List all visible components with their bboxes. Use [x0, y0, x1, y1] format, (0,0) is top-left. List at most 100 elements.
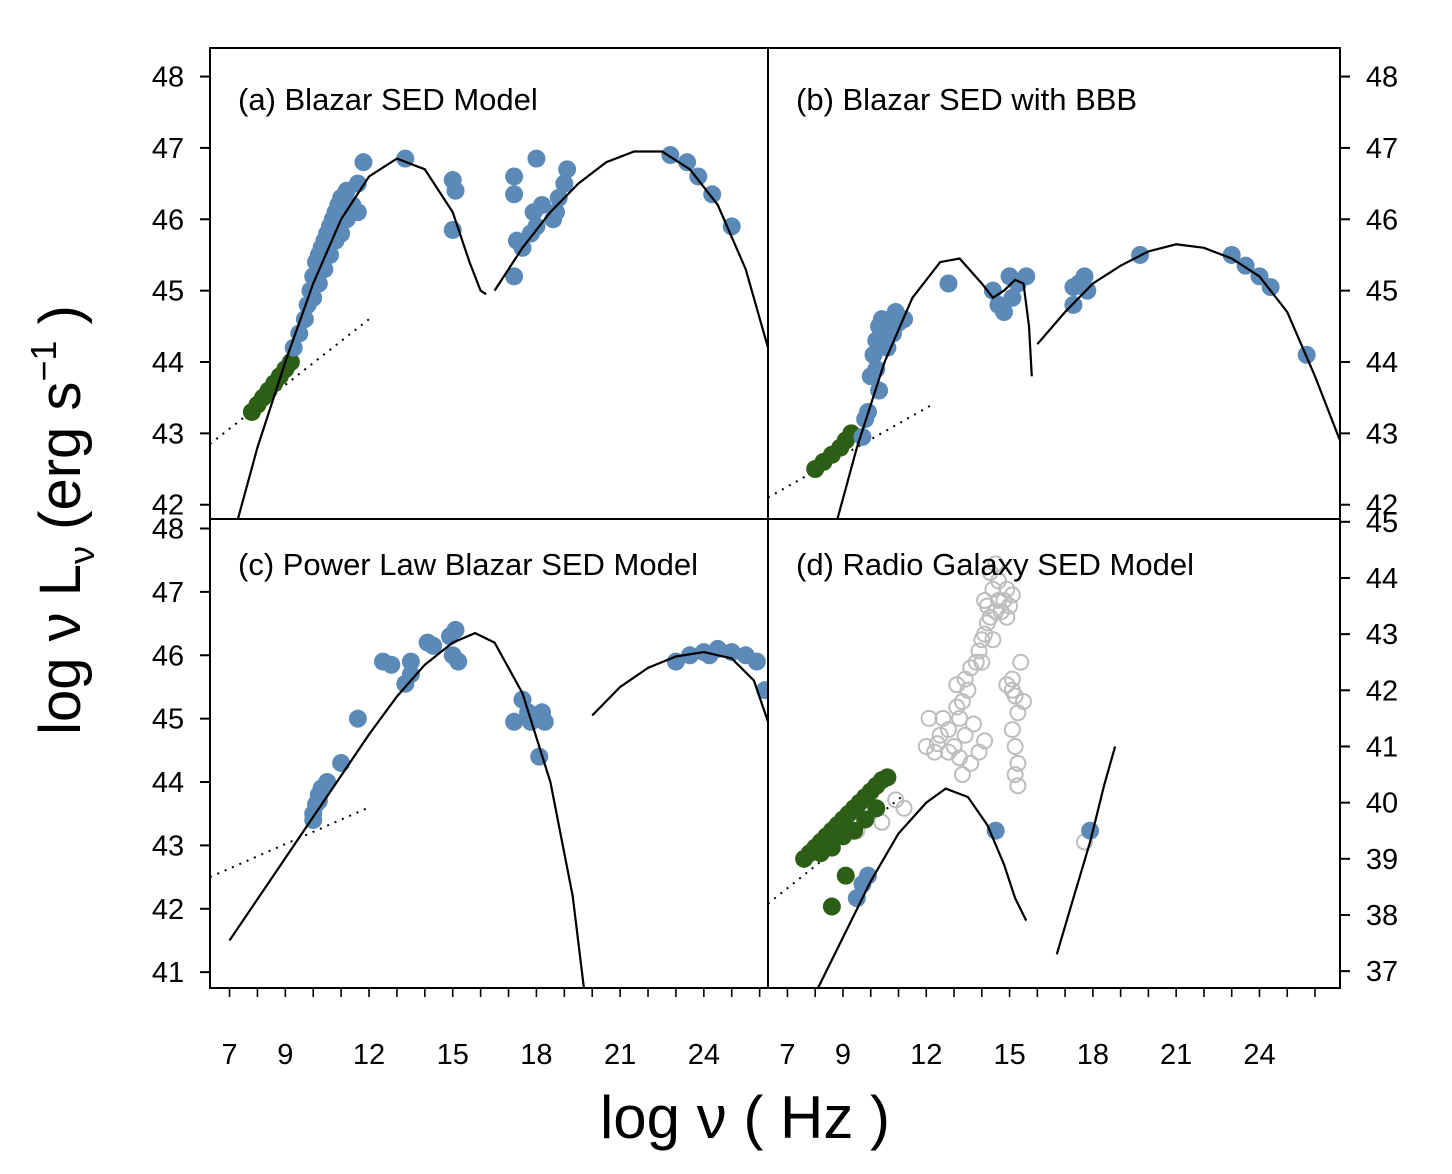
panel-a-blazar-sed-model: (a) Blazar SED Model 42 43 44 45 46 47 48 — [152, 47, 769, 522]
blazar-data-point — [995, 303, 1014, 322]
y-tick-label: 44 — [152, 767, 184, 799]
model-curve-2 — [1055, 746, 1117, 955]
model-curve-1 — [228, 631, 585, 988]
y-tick-label: 43 — [152, 830, 184, 862]
blazar-data-point — [315, 260, 334, 279]
y-tick-label: 43 — [1366, 619, 1398, 651]
host-data-point — [998, 676, 1016, 694]
x-tick-label: 21 — [1160, 1039, 1192, 1071]
host-data-point — [1001, 597, 1019, 615]
y-tick-label: 41 — [1366, 731, 1398, 763]
host-data-point — [970, 642, 988, 660]
blazar-data-point — [446, 620, 465, 639]
radio-data-point — [878, 768, 897, 787]
panel-c-plot-area — [210, 620, 768, 988]
x-tick-label: 18 — [1077, 1039, 1109, 1071]
host-data-point — [1003, 721, 1021, 739]
blazar-data-point — [747, 652, 766, 671]
y-tick-label: 39 — [1366, 844, 1398, 876]
host-data-point — [992, 603, 1010, 621]
y-axis-title-units: (erg s — [28, 382, 93, 546]
host-data-point — [920, 709, 938, 727]
host-data-point — [1003, 670, 1021, 688]
x-tick-label: 12 — [353, 1039, 385, 1071]
host-data-point — [967, 653, 985, 671]
y-tick-label: 46 — [152, 204, 184, 236]
y-tick-label: 42 — [152, 894, 184, 926]
panel-c-title: (c) Power Law Blazar SED Model — [238, 547, 698, 582]
blazar-data-point — [1222, 245, 1241, 264]
panel-d-frame — [767, 518, 1341, 989]
host-data-point — [973, 653, 991, 671]
panel-d-radio-galaxy-sed-model: (d) Radio Galaxy SED Model 37 38 39 40 41 42 43… — [767, 507, 1398, 997]
blazar-data-point — [446, 181, 465, 200]
host-data-point — [948, 676, 966, 694]
blazar-data-point — [703, 185, 722, 204]
host-data-point — [1003, 586, 1021, 604]
host-data-point — [1012, 653, 1030, 671]
y-axis-title-sub: ν — [61, 546, 102, 564]
x-tick-label: 21 — [604, 1039, 636, 1071]
model-curve-1 — [836, 257, 1033, 519]
host-data-point — [984, 580, 1002, 598]
host-data-point — [1009, 777, 1027, 795]
blazar-data-point — [348, 709, 367, 728]
blazar-data-point — [722, 217, 741, 236]
blazar-data-point — [1003, 288, 1022, 307]
host-data-point — [917, 737, 935, 755]
blazar-data-point — [883, 324, 902, 343]
y-tick-label: 38 — [1366, 900, 1398, 932]
host-data-point — [1009, 754, 1027, 772]
y-tick-label: 45 — [152, 704, 184, 736]
blazar-data-point — [505, 267, 524, 286]
blazar-data-point — [546, 203, 565, 222]
host-data-point — [887, 791, 905, 809]
model-curve-2 — [493, 150, 768, 349]
radio-data-point — [856, 810, 875, 829]
y-tick-label: 43 — [152, 418, 184, 450]
panel-c-power-law-blazar-sed-model: (c) Power Law Blazar SED Model 41 42 43 44 45… — [152, 514, 769, 997]
host-data-point — [987, 555, 1005, 573]
blazar-data-point — [1261, 278, 1280, 297]
y-tick-label: 44 — [152, 347, 184, 379]
host-data-point — [1006, 766, 1024, 784]
y-tick-label: 42 — [1366, 490, 1398, 522]
x-tick-label: 9 — [277, 1039, 293, 1071]
host-data-point — [964, 715, 982, 733]
blazar-data-point — [864, 345, 883, 364]
model-curve-2 — [591, 650, 768, 723]
blazar-data-point — [401, 665, 420, 684]
panel-a-frame — [209, 47, 769, 520]
host-data-point — [976, 591, 994, 609]
blazar-data-point — [401, 652, 420, 671]
host-data-point — [926, 743, 944, 761]
power-law-line — [210, 318, 370, 445]
y-tick-label: 42 — [1366, 675, 1398, 707]
panel-d-title: (d) Radio Galaxy SED Model — [796, 547, 1194, 582]
blazar-data-point — [505, 185, 524, 204]
y-tick-label: 47 — [152, 577, 184, 609]
y-tick-label: 48 — [152, 514, 184, 546]
host-data-point — [976, 625, 994, 643]
blazar-data-point — [678, 153, 697, 172]
host-data-point — [1006, 687, 1024, 705]
blazar-data-point — [348, 203, 367, 222]
host-data-point — [895, 799, 913, 817]
host-data-point — [956, 726, 974, 744]
blazar-data-point — [1017, 267, 1036, 286]
host-data-point — [948, 698, 966, 716]
radio-data-point — [836, 866, 855, 885]
blazar-data-point — [354, 153, 373, 172]
blazar-data-point — [527, 217, 546, 236]
blazar-data-point — [424, 636, 443, 655]
y-tick-label: 44 — [1366, 347, 1398, 379]
y-axis-title-close: ) — [28, 305, 93, 340]
x-tick-label: 24 — [688, 1039, 720, 1071]
host-data-point — [981, 563, 999, 581]
panel-b-blazar-sed-with-bbb: (b) Blazar SED with BBB 42 43 44 45 46 47 48 — [767, 47, 1398, 522]
blazar-data-point — [527, 149, 546, 168]
panel-a-title: (a) Blazar SED Model — [238, 82, 538, 117]
x-tick-label: 15 — [993, 1039, 1025, 1071]
y-tick-label: 46 — [152, 640, 184, 672]
blazar-data-point — [558, 160, 577, 179]
